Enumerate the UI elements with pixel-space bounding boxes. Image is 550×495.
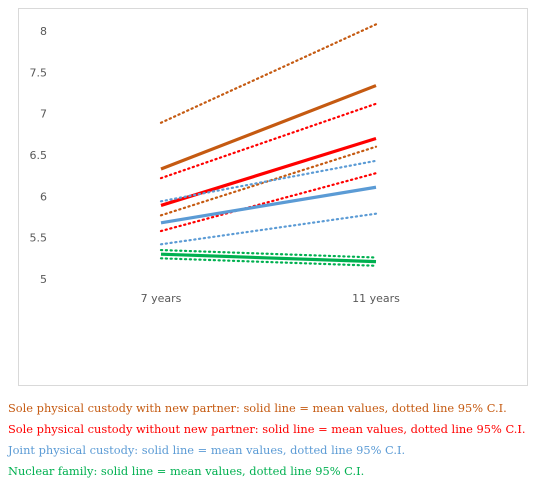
x-axis-ticks: 7 years 11 years <box>141 292 401 305</box>
y-axis-ticks: 5 5.5 6 6.5 7 7.5 8 <box>30 25 48 286</box>
y-tick-label: 7 <box>40 108 47 121</box>
line-chart: 5 5.5 6 6.5 7 7.5 8 7 years 11 years <box>30 23 401 305</box>
chart-area: 5 5.5 6 6.5 7 7.5 8 7 years 11 years <box>18 8 528 386</box>
nuclear-family-mean-line <box>160 252 377 264</box>
y-tick-label: 6 <box>40 190 47 203</box>
sole-physical-custody-without-new-partner-ci-lower-line <box>159 172 378 233</box>
joint-physical-custody-ci-upper-line <box>159 159 378 203</box>
y-tick-label: 8 <box>40 25 47 38</box>
y-tick-label: 5 <box>40 273 47 286</box>
x-tick-label: 7 years <box>141 292 182 305</box>
nuclear-family-ci-upper-line <box>159 248 378 259</box>
nuclear-family-ci-lower-line <box>159 257 378 267</box>
y-tick-label: 7.5 <box>30 66 48 79</box>
legend: Sole physical custody with new partner: … <box>8 398 548 482</box>
joint-physical-custody-mean-line <box>160 185 377 225</box>
sole-physical-custody-without-new-partner-mean-line <box>160 136 377 207</box>
y-tick-label: 5.5 <box>30 232 48 245</box>
sole-physical-custody-with-new-partner-ci-lower-line <box>159 145 378 217</box>
x-tick-label: 11 years <box>352 292 400 305</box>
sole-physical-custody-without-new-partner-ci-upper-line <box>159 102 378 180</box>
legend-item-joint-custody: Joint physical custody: solid line = mea… <box>8 443 406 457</box>
sole-physical-custody-with-new-partner-mean-line <box>160 84 377 171</box>
legend-item-without-partner: Sole physical custody without new partne… <box>8 422 526 436</box>
y-tick-label: 6.5 <box>30 149 48 162</box>
sole-physical-custody-with-new-partner-ci-upper-line <box>159 23 378 124</box>
legend-item-nuclear-family: Nuclear family: solid line = mean values… <box>8 464 365 478</box>
series-lines <box>159 23 378 267</box>
legend-item-with-partner: Sole physical custody with new partner: … <box>8 401 507 415</box>
